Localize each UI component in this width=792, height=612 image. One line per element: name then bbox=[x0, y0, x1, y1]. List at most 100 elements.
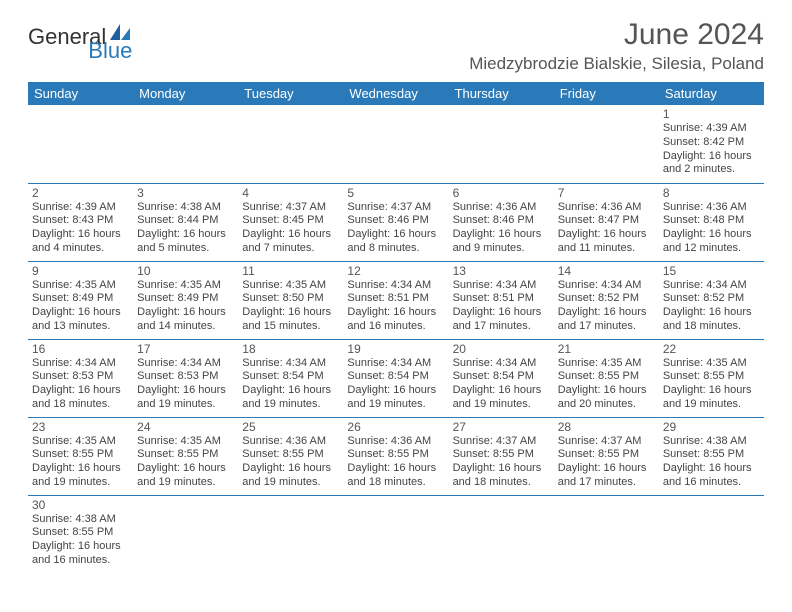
calendar-day-cell: 10Sunrise: 4:35 AMSunset: 8:49 PMDayligh… bbox=[133, 261, 238, 339]
sunset-text: Sunset: 8:42 PM bbox=[663, 136, 760, 150]
sunrise-text: Sunrise: 4:36 AM bbox=[242, 435, 339, 449]
logo: General Blue bbox=[28, 24, 176, 50]
sunrise-text: Sunrise: 4:35 AM bbox=[242, 279, 339, 293]
sunset-text: Sunset: 8:55 PM bbox=[663, 370, 760, 384]
sunset-text: Sunset: 8:55 PM bbox=[347, 448, 444, 462]
sunrise-text: Sunrise: 4:34 AM bbox=[663, 279, 760, 293]
calendar-day-cell: 11Sunrise: 4:35 AMSunset: 8:50 PMDayligh… bbox=[238, 261, 343, 339]
day-number: 3 bbox=[137, 186, 234, 200]
sunrise-text: Sunrise: 4:35 AM bbox=[32, 279, 129, 293]
sunrise-text: Sunrise: 4:34 AM bbox=[453, 357, 550, 371]
sunset-text: Sunset: 8:55 PM bbox=[558, 370, 655, 384]
day-number: 10 bbox=[137, 264, 234, 278]
day-number: 29 bbox=[663, 420, 760, 434]
sunset-text: Sunset: 8:47 PM bbox=[558, 214, 655, 228]
daylight-text: Daylight: 16 hours and 16 minutes. bbox=[347, 306, 444, 334]
calendar-day-cell: 4Sunrise: 4:37 AMSunset: 8:45 PMDaylight… bbox=[238, 183, 343, 261]
weekday-header: Thursday bbox=[449, 82, 554, 105]
sunset-text: Sunset: 8:55 PM bbox=[242, 448, 339, 462]
day-number: 27 bbox=[453, 420, 550, 434]
daylight-text: Daylight: 16 hours and 17 minutes. bbox=[558, 306, 655, 334]
sunrise-text: Sunrise: 4:37 AM bbox=[453, 435, 550, 449]
day-number: 6 bbox=[453, 186, 550, 200]
day-number: 21 bbox=[558, 342, 655, 356]
day-number: 28 bbox=[558, 420, 655, 434]
day-number: 23 bbox=[32, 420, 129, 434]
day-number: 30 bbox=[32, 498, 129, 512]
day-number: 18 bbox=[242, 342, 339, 356]
sunrise-text: Sunrise: 4:39 AM bbox=[32, 201, 129, 215]
calendar-empty-cell bbox=[449, 495, 554, 573]
calendar-day-cell: 13Sunrise: 4:34 AMSunset: 8:51 PMDayligh… bbox=[449, 261, 554, 339]
calendar-day-cell: 14Sunrise: 4:34 AMSunset: 8:52 PMDayligh… bbox=[554, 261, 659, 339]
daylight-text: Daylight: 16 hours and 19 minutes. bbox=[453, 384, 550, 412]
sunset-text: Sunset: 8:55 PM bbox=[558, 448, 655, 462]
day-number: 17 bbox=[137, 342, 234, 356]
sunrise-text: Sunrise: 4:38 AM bbox=[32, 513, 129, 527]
daylight-text: Daylight: 16 hours and 16 minutes. bbox=[663, 462, 760, 490]
day-number: 11 bbox=[242, 264, 339, 278]
calendar-row: 16Sunrise: 4:34 AMSunset: 8:53 PMDayligh… bbox=[28, 339, 764, 417]
sunrise-text: Sunrise: 4:37 AM bbox=[558, 435, 655, 449]
calendar-day-cell: 22Sunrise: 4:35 AMSunset: 8:55 PMDayligh… bbox=[659, 339, 764, 417]
sunrise-text: Sunrise: 4:36 AM bbox=[558, 201, 655, 215]
day-number: 13 bbox=[453, 264, 550, 278]
sunset-text: Sunset: 8:43 PM bbox=[32, 214, 129, 228]
daylight-text: Daylight: 16 hours and 19 minutes. bbox=[137, 462, 234, 490]
sunset-text: Sunset: 8:55 PM bbox=[137, 448, 234, 462]
logo-text-sub: Blue bbox=[88, 38, 132, 64]
daylight-text: Daylight: 16 hours and 11 minutes. bbox=[558, 228, 655, 256]
sunrise-text: Sunrise: 4:36 AM bbox=[347, 435, 444, 449]
calendar-day-cell: 8Sunrise: 4:36 AMSunset: 8:48 PMDaylight… bbox=[659, 183, 764, 261]
daylight-text: Daylight: 16 hours and 19 minutes. bbox=[242, 384, 339, 412]
sunrise-text: Sunrise: 4:37 AM bbox=[242, 201, 339, 215]
calendar-empty-cell bbox=[659, 495, 764, 573]
daylight-text: Daylight: 16 hours and 19 minutes. bbox=[663, 384, 760, 412]
calendar-day-cell: 15Sunrise: 4:34 AMSunset: 8:52 PMDayligh… bbox=[659, 261, 764, 339]
calendar-day-cell: 5Sunrise: 4:37 AMSunset: 8:46 PMDaylight… bbox=[343, 183, 448, 261]
day-number: 20 bbox=[453, 342, 550, 356]
sunset-text: Sunset: 8:55 PM bbox=[32, 448, 129, 462]
day-number: 25 bbox=[242, 420, 339, 434]
calendar-row: 30Sunrise: 4:38 AMSunset: 8:55 PMDayligh… bbox=[28, 495, 764, 573]
sunrise-text: Sunrise: 4:35 AM bbox=[32, 435, 129, 449]
calendar-day-cell: 2Sunrise: 4:39 AMSunset: 8:43 PMDaylight… bbox=[28, 183, 133, 261]
sunset-text: Sunset: 8:46 PM bbox=[347, 214, 444, 228]
sunrise-text: Sunrise: 4:34 AM bbox=[32, 357, 129, 371]
sunset-text: Sunset: 8:48 PM bbox=[663, 214, 760, 228]
calendar-empty-cell bbox=[238, 105, 343, 183]
sunrise-text: Sunrise: 4:35 AM bbox=[663, 357, 760, 371]
day-number: 5 bbox=[347, 186, 444, 200]
sunrise-text: Sunrise: 4:38 AM bbox=[663, 435, 760, 449]
calendar-day-cell: 24Sunrise: 4:35 AMSunset: 8:55 PMDayligh… bbox=[133, 417, 238, 495]
calendar-row: 2Sunrise: 4:39 AMSunset: 8:43 PM Daylight… bbox=[28, 183, 764, 261]
daylight-text: Daylight: 16 hours and 19 minutes. bbox=[32, 462, 129, 490]
daylight-text: Daylight: 16 hours and 16 minutes. bbox=[32, 540, 129, 568]
calendar-day-cell: 20Sunrise: 4:34 AMSunset: 8:54 PMDayligh… bbox=[449, 339, 554, 417]
day-number: 1 bbox=[663, 107, 760, 121]
sunset-text: Sunset: 8:55 PM bbox=[663, 448, 760, 462]
calendar-header-row: SundayMondayTuesdayWednesdayThursdayFrid… bbox=[28, 82, 764, 105]
sunrise-text: Sunrise: 4:38 AM bbox=[137, 201, 234, 215]
day-number: 19 bbox=[347, 342, 444, 356]
title-block: June 2024 Miedzybrodzie Bialskie, Silesi… bbox=[469, 18, 764, 74]
daylight-text: Daylight: 16 hours and 18 minutes. bbox=[32, 384, 129, 412]
calendar-day-cell: 25Sunrise: 4:36 AMSunset: 8:55 PMDayligh… bbox=[238, 417, 343, 495]
sunset-text: Sunset: 8:46 PM bbox=[453, 214, 550, 228]
sunset-text: Sunset: 8:49 PM bbox=[32, 292, 129, 306]
sunset-text: Sunset: 8:51 PM bbox=[347, 292, 444, 306]
sunrise-text: Sunrise: 4:34 AM bbox=[242, 357, 339, 371]
calendar-empty-cell bbox=[28, 105, 133, 183]
day-number: 2 bbox=[32, 186, 129, 200]
day-number: 9 bbox=[32, 264, 129, 278]
day-number: 16 bbox=[32, 342, 129, 356]
sunrise-text: Sunrise: 4:34 AM bbox=[137, 357, 234, 371]
sunrise-text: Sunrise: 4:34 AM bbox=[347, 279, 444, 293]
weekday-header: Monday bbox=[133, 82, 238, 105]
calendar-empty-cell bbox=[133, 495, 238, 573]
calendar-day-cell: 18Sunrise: 4:34 AMSunset: 8:54 PMDayligh… bbox=[238, 339, 343, 417]
daylight-text: Daylight: 16 hours and 17 minutes. bbox=[558, 462, 655, 490]
sunrise-text: Sunrise: 4:39 AM bbox=[663, 122, 760, 136]
sunrise-text: Sunrise: 4:34 AM bbox=[558, 279, 655, 293]
calendar-empty-cell bbox=[554, 495, 659, 573]
